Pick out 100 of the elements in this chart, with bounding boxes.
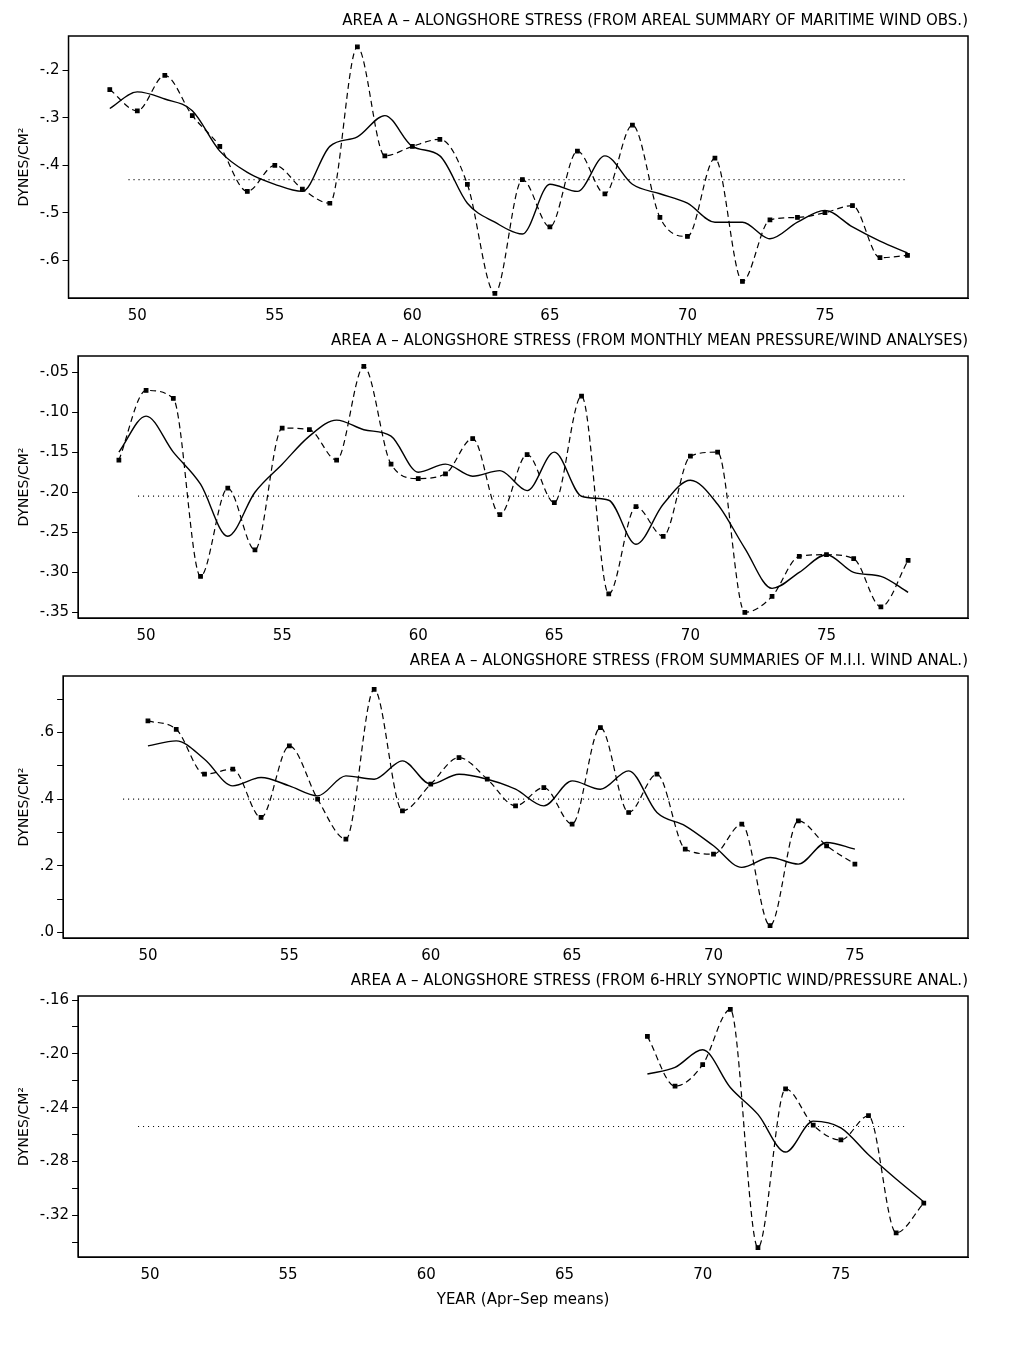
- point: [660, 533, 666, 539]
- point: [878, 604, 884, 610]
- point: [672, 1083, 678, 1089]
- point: [795, 215, 800, 220]
- y-tick-label: -.10: [39, 401, 70, 420]
- point: [134, 108, 140, 114]
- y-tick-label: -.25: [39, 522, 70, 541]
- y-tick-label: -.2: [39, 60, 60, 79]
- x-tick-label: 50: [140, 1264, 160, 1283]
- point: [630, 122, 635, 128]
- point: [767, 923, 773, 929]
- point: [524, 452, 530, 457]
- point: [850, 203, 855, 208]
- point: [755, 1245, 761, 1250]
- y-tick-label: -.4: [39, 155, 60, 174]
- point: [810, 1122, 816, 1128]
- x-tick-label: 50: [127, 305, 147, 324]
- point: [541, 785, 547, 790]
- point: [905, 252, 910, 258]
- point: [456, 755, 462, 760]
- x-tick-label: 75: [816, 625, 837, 644]
- y-tick-label: .0: [39, 922, 55, 941]
- point: [575, 148, 580, 154]
- x-tick-label: 75: [845, 945, 865, 964]
- y-tick-label: -.16: [39, 989, 70, 1008]
- point: [202, 771, 207, 777]
- point: [838, 1137, 844, 1143]
- point: [606, 591, 612, 597]
- point: [143, 388, 149, 393]
- x-tick-label: 70: [680, 625, 700, 644]
- point: [715, 449, 720, 455]
- x-axis-title: YEAR (Apr–Sep means): [435, 1289, 610, 1308]
- point: [602, 191, 608, 197]
- point: [497, 512, 503, 518]
- point: [173, 726, 179, 732]
- point: [783, 1086, 788, 1092]
- point: [711, 851, 716, 857]
- y-axis-title: DYNES/CM²: [15, 447, 32, 527]
- point: [626, 810, 632, 815]
- chart-title: AREA A – ALONGSHORE STRESS (FROM MONTHLY MEAN PRESSURE/WIND ANALYSES): [330, 330, 968, 349]
- y-axis-title: DYNES/CM²: [15, 127, 32, 207]
- x-tick-label: 55: [278, 1264, 298, 1283]
- point: [866, 1113, 871, 1119]
- x-tick-label: 50: [136, 625, 156, 644]
- point: [415, 476, 421, 481]
- point: [727, 1007, 733, 1012]
- point: [465, 181, 470, 187]
- point: [361, 364, 367, 369]
- point: [162, 72, 168, 78]
- point: [484, 776, 490, 782]
- point: [286, 743, 292, 749]
- point: [645, 1033, 650, 1039]
- x-tick-label: 55: [279, 945, 299, 964]
- point: [598, 725, 603, 730]
- y-tick-label: -.32: [39, 1205, 70, 1224]
- x-tick-label: 60: [402, 305, 422, 324]
- point: [272, 162, 278, 168]
- point: [327, 200, 333, 206]
- x-tick-label: 50: [138, 945, 158, 964]
- point: [712, 155, 718, 161]
- y-tick-label: -.05: [39, 361, 70, 380]
- y-tick-label: -.28: [39, 1151, 70, 1170]
- point: [740, 279, 745, 284]
- x-tick-label: 65: [554, 1264, 575, 1283]
- x-tick-label: 65: [540, 305, 560, 324]
- point: [388, 461, 394, 467]
- point: [877, 255, 883, 261]
- point: [217, 144, 223, 149]
- point: [520, 177, 525, 182]
- point: [492, 290, 498, 296]
- point: [654, 771, 660, 777]
- point: [796, 553, 802, 559]
- point: [852, 861, 858, 867]
- y-tick-label: -.35: [39, 602, 70, 621]
- x-tick-label: 70: [693, 1264, 713, 1283]
- point: [382, 153, 388, 159]
- point: [551, 500, 557, 505]
- x-tick-label: 75: [831, 1264, 851, 1283]
- chart-title: AREA A – ALONGSHORE STRESS (FROM AREAL SUMMARY OF MARITIME WIND OBS.): [342, 10, 968, 29]
- point: [739, 821, 745, 827]
- point: [409, 144, 415, 149]
- y-tick-label: -.20: [39, 482, 70, 501]
- y-axis-title: DYNES/CM²: [15, 767, 32, 847]
- point: [443, 471, 448, 477]
- y-tick-label: -.15: [39, 442, 70, 461]
- y-tick-label: -.20: [39, 1043, 70, 1062]
- x-tick-label: 70: [703, 945, 724, 964]
- point: [682, 846, 688, 852]
- x-tick-label: 65: [544, 625, 564, 644]
- point: [767, 217, 773, 223]
- y-tick-label: -.3: [39, 107, 60, 126]
- x-tick-label: 65: [562, 945, 582, 964]
- x-tick-label: 60: [408, 625, 428, 644]
- point: [851, 556, 857, 562]
- point: [400, 808, 405, 814]
- point: [657, 215, 663, 220]
- point: [107, 87, 113, 92]
- y-tick-label: -.6: [39, 249, 60, 268]
- point: [279, 425, 285, 431]
- point: [921, 1200, 927, 1206]
